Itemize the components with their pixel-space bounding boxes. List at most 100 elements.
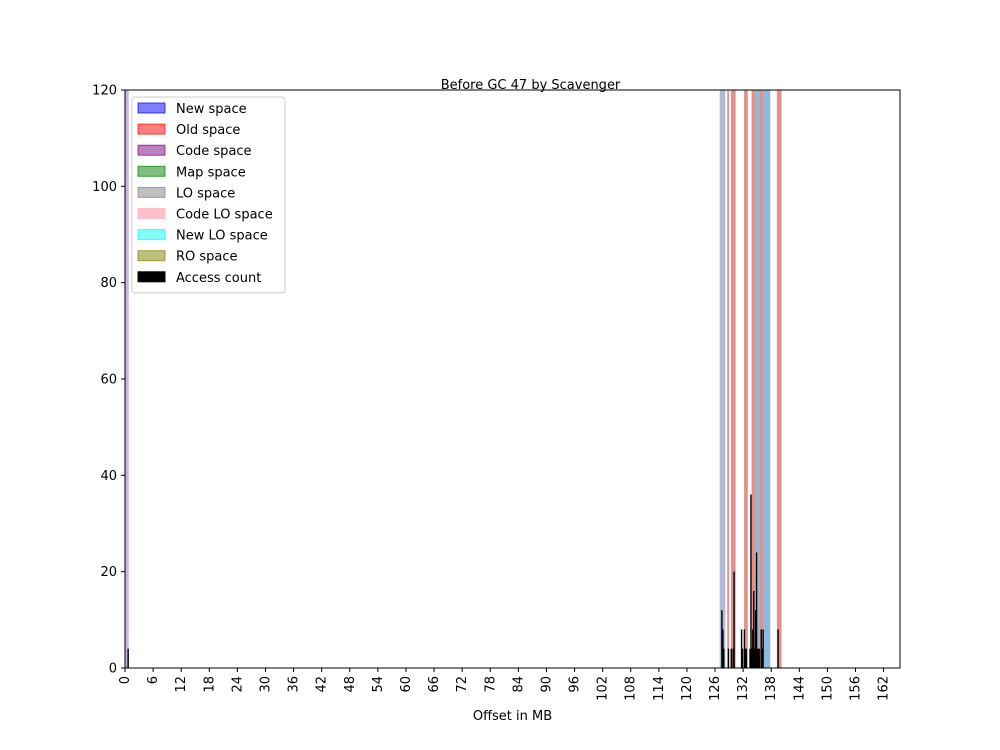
legend-label: LO space xyxy=(176,186,235,201)
legend: New space Old space Code space Map space LO … xyxy=(131,96,286,294)
x-axis: 0 6 12 18 24 30 36 42 48 54 60 66 72 78 84 90 96 102 108 11… xyxy=(118,668,892,701)
x-tick-label: 114 xyxy=(652,676,667,701)
legend-label: New LO space xyxy=(176,229,268,244)
x-tick-label: 6 xyxy=(146,676,161,684)
chart-title: Before GC 47 by Scavenger xyxy=(441,78,621,93)
legend-swatch xyxy=(137,208,166,219)
space-region xyxy=(125,90,129,668)
y-tick-label: 40 xyxy=(100,469,117,484)
x-tick-label: 36 xyxy=(287,676,302,693)
space-region xyxy=(744,90,748,668)
space-region xyxy=(759,90,764,668)
legend-label: Access count xyxy=(176,271,261,286)
x-tick-label: 162 xyxy=(877,676,892,701)
legend-label: Old space xyxy=(176,123,240,138)
x-tick-label: 126 xyxy=(708,676,723,701)
legend-swatch xyxy=(137,271,166,283)
space-region xyxy=(727,90,730,668)
x-tick-label: 132 xyxy=(736,676,751,701)
x-tick-label: 138 xyxy=(764,676,779,701)
legend-swatch xyxy=(137,102,166,114)
x-tick-label: 60 xyxy=(399,676,414,693)
x-tick-label: 12 xyxy=(174,676,189,693)
x-tick-label: 24 xyxy=(230,676,245,693)
access-count-bar xyxy=(753,590,755,668)
legend-box xyxy=(131,96,286,294)
x-tick-label: 30 xyxy=(258,676,273,693)
access-count-bars xyxy=(127,494,779,668)
access-count-bar xyxy=(730,648,732,668)
access-count-bar xyxy=(760,629,762,668)
access-count-bar xyxy=(732,648,734,668)
x-tick-label: 96 xyxy=(568,676,583,693)
legend-swatch xyxy=(137,250,166,262)
plot-area xyxy=(125,90,782,668)
y-tick-label: 0 xyxy=(109,662,117,677)
x-tick-label: 54 xyxy=(371,676,386,693)
access-count-bar xyxy=(727,648,730,668)
access-count-bar xyxy=(755,552,758,668)
x-tick-label: 90 xyxy=(539,676,554,693)
y-tick-label: 100 xyxy=(92,180,117,195)
access-count-bar xyxy=(744,648,747,668)
access-count-bar xyxy=(749,648,751,668)
x-tick-label: 108 xyxy=(624,676,639,701)
legend-swatch xyxy=(137,229,166,241)
access-count-bar xyxy=(756,648,759,668)
access-count-bar xyxy=(758,648,761,668)
access-count-bar xyxy=(740,629,743,668)
x-tick-label: 42 xyxy=(315,676,330,693)
x-tick-label: 84 xyxy=(511,676,526,693)
x-tick-label: 102 xyxy=(596,676,611,701)
legend-swatch xyxy=(137,144,166,156)
access-count-bar xyxy=(733,571,735,668)
x-tick-label: 150 xyxy=(820,676,835,701)
access-count-bar xyxy=(754,610,757,668)
x-tick-label: 78 xyxy=(483,676,498,693)
legend-label: Code space xyxy=(176,144,252,159)
legend-swatch xyxy=(137,186,166,198)
y-tick-label: 60 xyxy=(100,373,117,388)
access-count-bar xyxy=(741,648,744,668)
x-tick-label: 72 xyxy=(455,676,470,693)
legend-swatch xyxy=(137,123,166,135)
space-region xyxy=(730,90,736,668)
x-tick-label: 18 xyxy=(202,676,217,693)
legend-label: New space xyxy=(176,102,247,117)
access-count-bar xyxy=(743,629,746,668)
access-count-bar xyxy=(752,629,754,668)
legend-swatch xyxy=(137,165,166,177)
space-region xyxy=(776,90,782,668)
space-regions xyxy=(125,90,782,668)
x-tick-label: 48 xyxy=(343,676,358,693)
access-count-bar xyxy=(745,648,747,668)
access-count-bar xyxy=(761,648,763,668)
x-tick-label: 0 xyxy=(118,676,133,684)
access-count-bar xyxy=(753,648,756,668)
y-tick-label: 20 xyxy=(100,565,117,580)
legend-label: Map space xyxy=(176,165,246,180)
y-tick-label: 80 xyxy=(100,276,117,291)
access-count-bar xyxy=(721,610,723,668)
access-count-bar xyxy=(762,629,764,668)
access-count-bar xyxy=(757,648,760,668)
access-count-bar xyxy=(777,629,779,668)
access-count-bar xyxy=(750,494,752,668)
access-count-bar xyxy=(723,648,725,668)
y-tick-label: 120 xyxy=(92,84,117,99)
x-axis-label: Offset in MB xyxy=(473,709,552,724)
space-region xyxy=(763,90,771,668)
legend-label: RO space xyxy=(176,250,238,265)
x-tick-label: 144 xyxy=(792,676,807,701)
space-region xyxy=(719,90,726,668)
access-count-bar xyxy=(751,648,753,668)
x-tick-label: 120 xyxy=(680,676,695,701)
access-count-bar xyxy=(722,629,724,668)
x-tick-label: 66 xyxy=(427,676,442,693)
space-region xyxy=(755,90,760,668)
x-tick-label: 156 xyxy=(849,676,864,701)
space-region xyxy=(751,90,756,668)
legend-label: Code LO space xyxy=(176,208,273,223)
y-axis: 0 20 40 60 80 100 120 xyxy=(92,84,125,677)
